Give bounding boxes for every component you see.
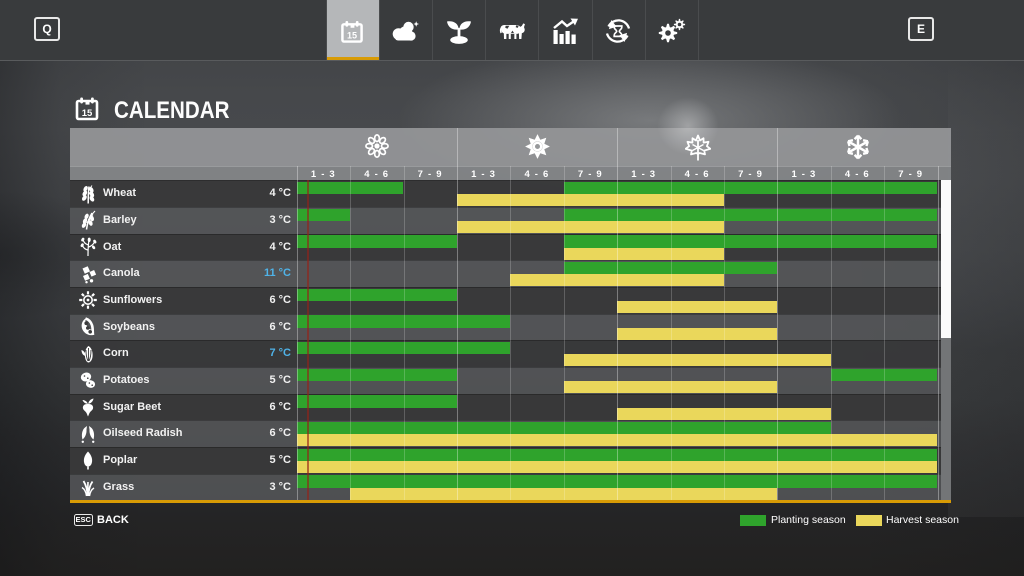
svg-text:15: 15: [347, 30, 357, 40]
svg-text:15: 15: [82, 108, 93, 119]
